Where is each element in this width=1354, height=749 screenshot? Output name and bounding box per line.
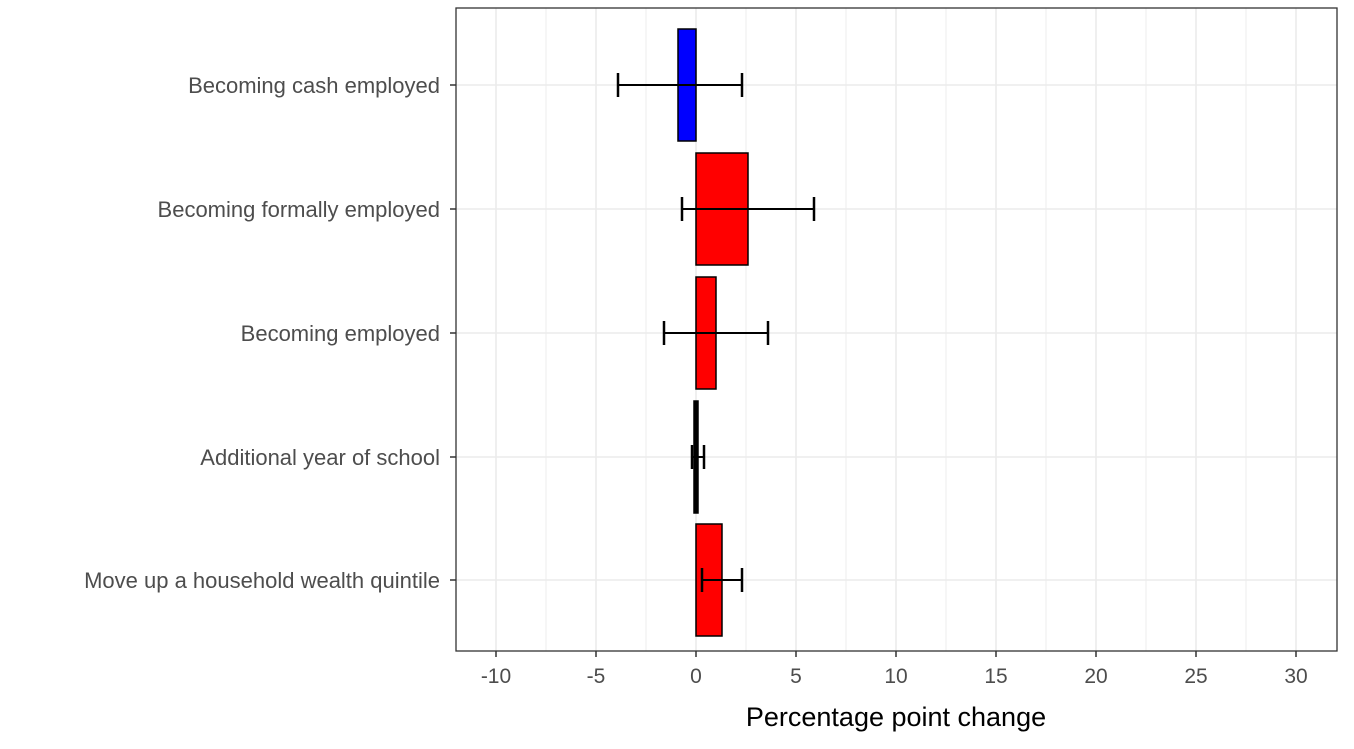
y-axis: Becoming cash employed Becoming formally … [84,73,456,593]
y-tick-label: Becoming cash employed [188,73,440,98]
x-axis-title: Percentage point change [746,702,1046,732]
x-tick-label: 30 [1284,665,1307,688]
x-tick-label: 5 [790,665,802,688]
x-tick-label: 0 [690,665,702,688]
y-tick-label: Becoming employed [241,321,440,346]
y-tick-label: Move up a household wealth quintile [84,568,440,593]
error-bars [616,73,816,592]
x-tick-label: 15 [984,665,1007,688]
y-tick-label: Becoming formally employed [158,197,440,222]
x-axis: -10 -5 0 5 10 15 20 25 30 [481,651,1308,688]
grid-lines [456,8,1337,651]
x-tick-label: 20 [1084,665,1107,688]
x-tick-label: 10 [884,665,907,688]
x-tick-label: -10 [481,665,511,688]
x-tick-label: 25 [1184,665,1207,688]
x-tick-label: -5 [587,665,606,688]
y-tick-label: Additional year of school [200,445,440,470]
